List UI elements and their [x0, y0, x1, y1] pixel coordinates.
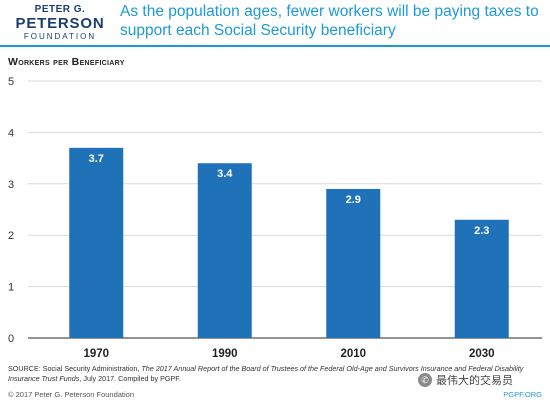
y-tick-label: 5	[8, 76, 14, 88]
y-axis-title-text: Workers per Beneficiary	[8, 56, 125, 68]
x-tick-label: 2030	[469, 348, 495, 360]
x-tick-label: 1970	[83, 348, 109, 360]
source-prefix: SOURCE: Social Security Administration,	[8, 364, 142, 373]
bar-value-label: 3.7	[89, 153, 104, 165]
pgpf-logo: PETER G. PETERSON FOUNDATION	[10, 5, 110, 41]
y-tick-labels: 0 1 2 3 4 5	[8, 76, 14, 345]
y-tick-label: 3	[8, 179, 14, 191]
x-tick-label: 2010	[340, 348, 366, 360]
bar-1990	[197, 163, 252, 338]
source-note: SOURCE: Social Security Administration, …	[8, 364, 543, 384]
header-divider	[0, 45, 550, 47]
source-suffix: , July 2017. Compiled by PGPF.	[79, 374, 181, 383]
bar-2010	[326, 188, 381, 338]
watermark-text: 最伟大的交易员	[436, 375, 513, 387]
logo-line-1: PETER G.	[34, 4, 86, 15]
wechat-icon: ✆	[418, 373, 432, 387]
logo-line-2: PETERSON	[15, 15, 105, 32]
y-axis-title: Workers per Beneficiary	[8, 56, 125, 68]
bars: 3.7 3.4 2.9 2.3	[69, 147, 509, 338]
bar-value-label: 3.4	[217, 168, 233, 180]
copyright-text: © 2017 Peter G. Peterson Foundation	[8, 390, 135, 399]
x-tick-labels: 1970 1990 2010 2030	[83, 348, 494, 360]
site-link[interactable]: PGPF.ORG	[503, 390, 542, 399]
x-tick-label: 1990	[212, 348, 238, 360]
y-tick-label: 4	[8, 127, 14, 139]
source-report-title: The 2017 Annual Report of the Board of T…	[8, 364, 524, 383]
bar-1970	[69, 147, 124, 338]
bar-value-label: 2.9	[346, 194, 361, 206]
logo-line-3: FOUNDATION	[23, 32, 97, 41]
bar-2030	[454, 219, 509, 338]
y-tick-label: 0	[8, 333, 14, 345]
y-tick-label: 2	[8, 230, 14, 242]
y-tick-label: 1	[8, 282, 14, 294]
bar-value-label: 2.3	[474, 225, 489, 237]
watermark: ✆ 最伟大的交易员	[418, 372, 513, 388]
chart-headline: As the population ages, fewer workers wi…	[120, 3, 539, 39]
